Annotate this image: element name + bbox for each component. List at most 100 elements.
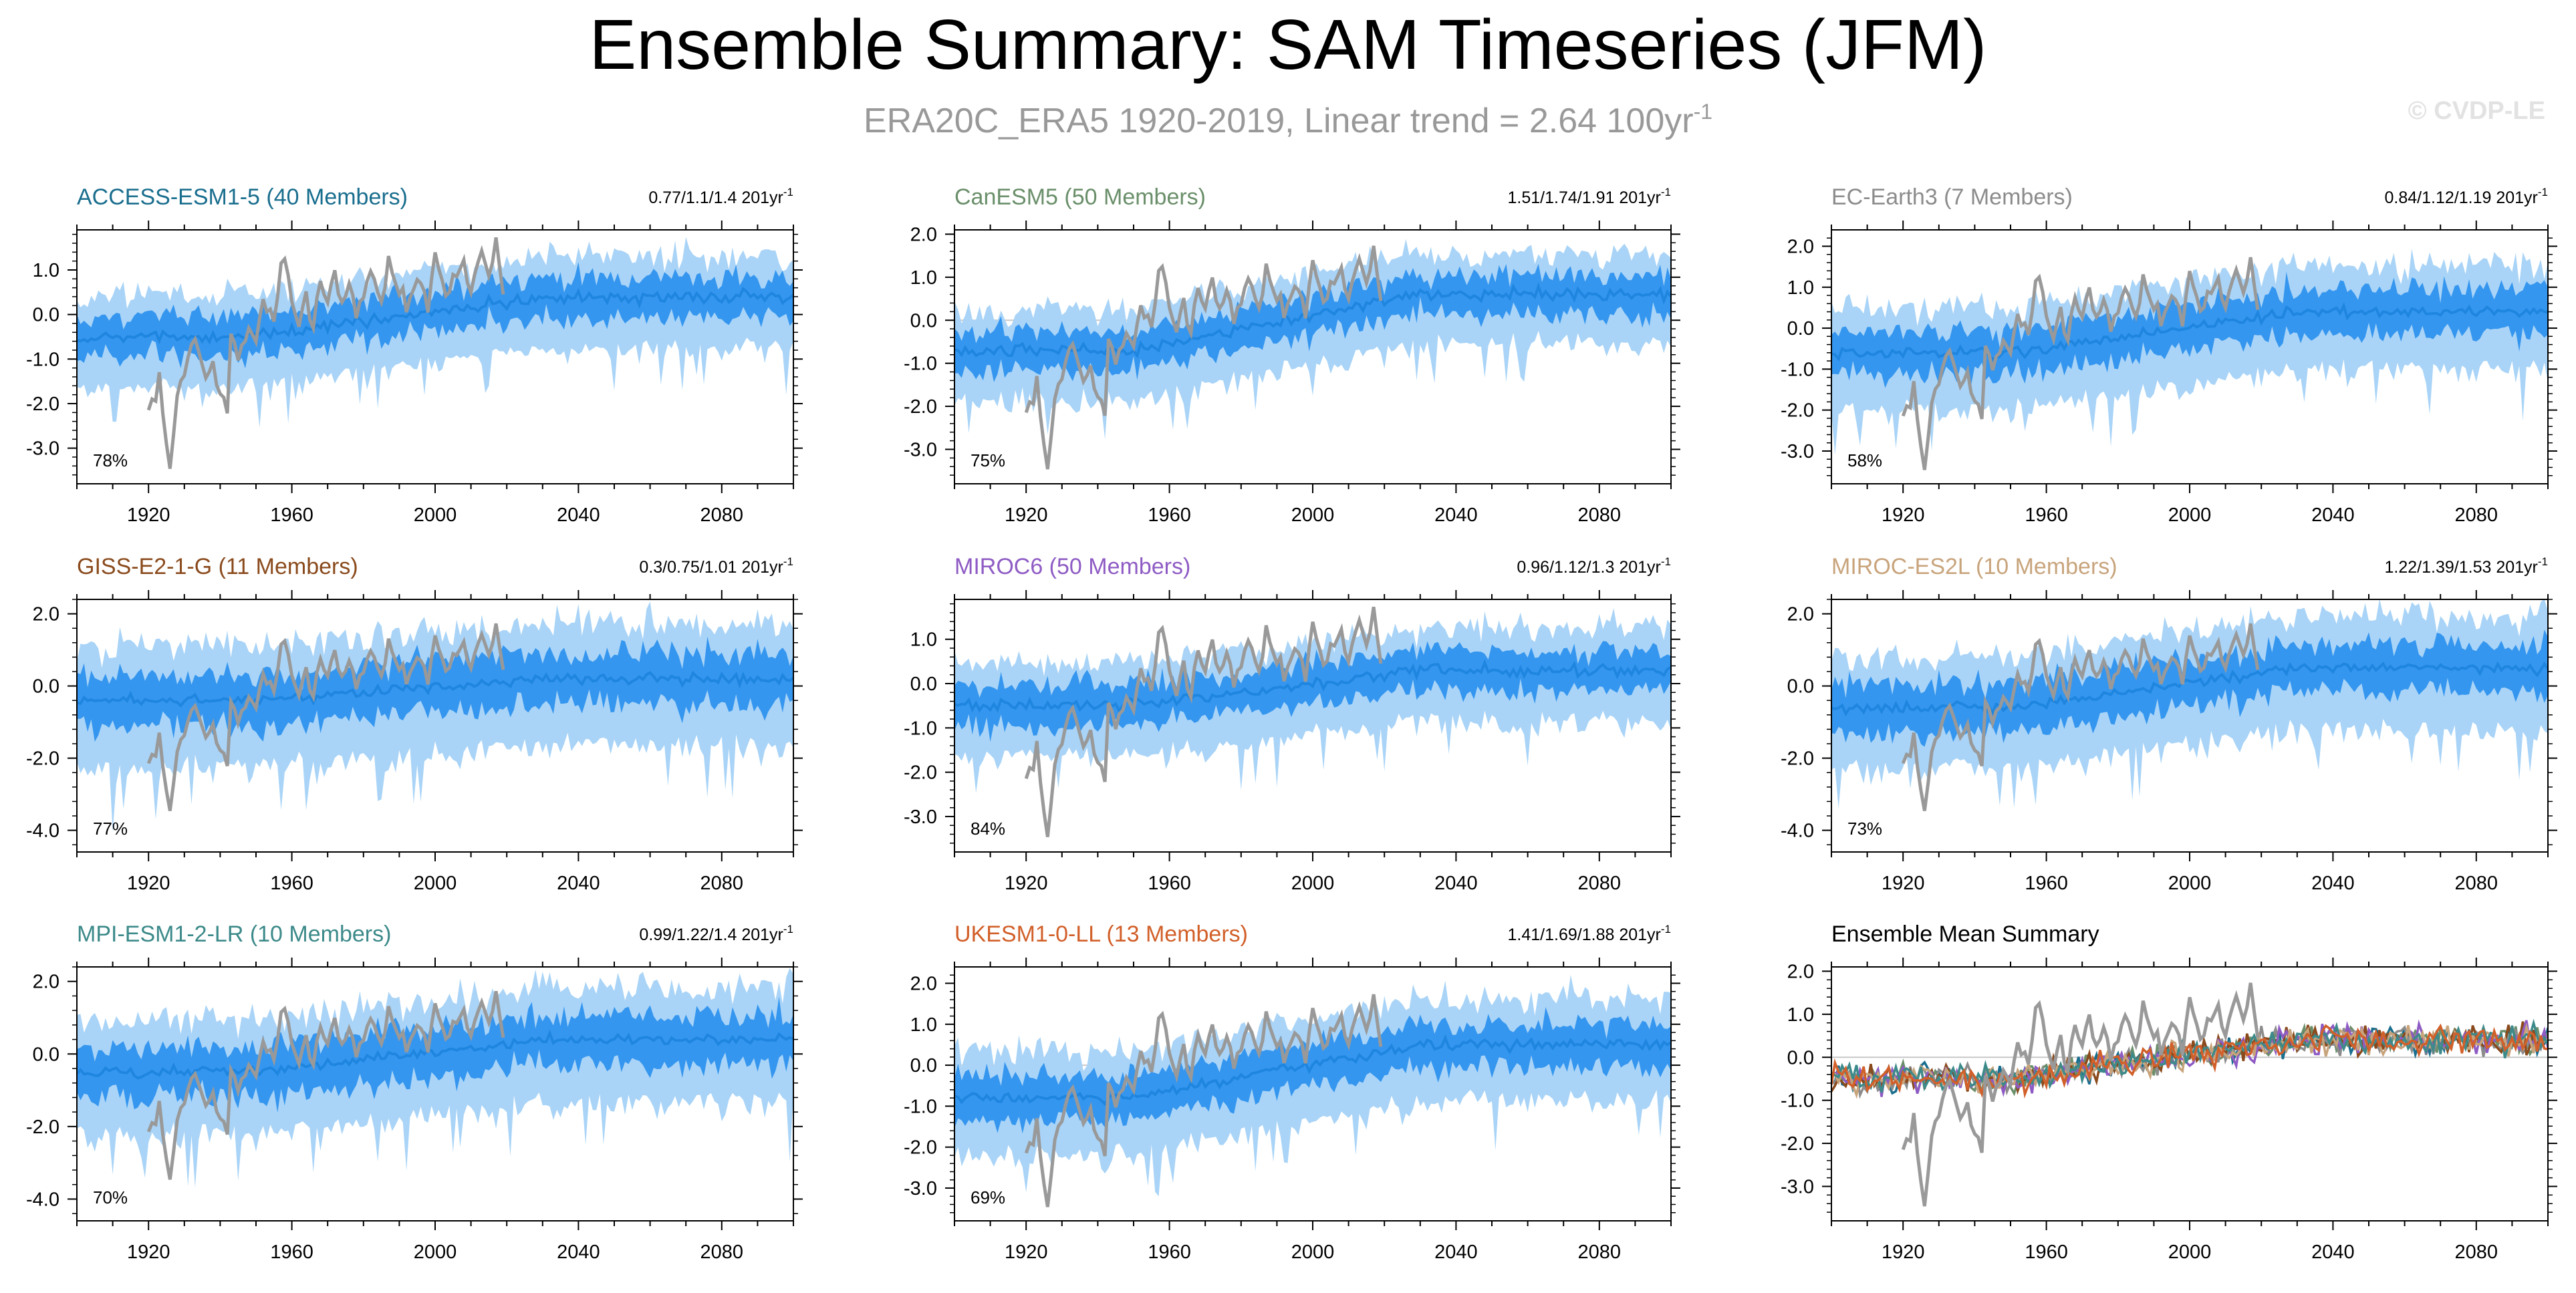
y-tick-label: -2.0 (904, 396, 937, 418)
y-tick-label: -1.0 (904, 353, 937, 375)
panel-trend-label: 0.99/1.22/1.4 201yr-1 (639, 923, 793, 944)
panel-trend-label: 0.77/1.1/1.4 201yr-1 (648, 186, 793, 207)
trend-superscript: -1 (783, 186, 793, 198)
x-tick-label: 2040 (2311, 1242, 2355, 1263)
observation-line (1901, 257, 2260, 470)
y-tick-label: 1.0 (910, 629, 937, 651)
trend-text: 0.96/1.12/1.3 201yr (1517, 558, 1660, 577)
y-tick-label: 1.0 (1787, 1004, 1814, 1026)
trend-superscript: -1 (1661, 186, 1671, 198)
percent-label: 70% (93, 1187, 128, 1207)
y-tick-label: -1.0 (904, 718, 937, 739)
x-tick-label: 1920 (1882, 1242, 1925, 1263)
observation-line (1901, 623, 2260, 811)
x-tick-label: 1920 (1005, 873, 1048, 894)
trend-text: 1.51/1.74/1.91 201yr (1508, 188, 1661, 207)
panel-title: ACCESS-ESM1-5 (40 Members) (77, 184, 408, 210)
x-tick-label: 1960 (1148, 1242, 1191, 1263)
percent-label: 75% (971, 450, 1005, 470)
percent-label: 58% (1847, 450, 1882, 470)
trend-superscript: -1 (783, 555, 793, 568)
panel-title: GISS-E2-1-G (11 Members) (77, 554, 358, 579)
observation-line (146, 237, 505, 469)
x-tick-label: 1960 (1148, 505, 1191, 526)
x-tick-label: 1960 (270, 1242, 313, 1263)
percent-label: 69% (971, 1187, 1005, 1207)
y-tick-label: -2.0 (1781, 1133, 1814, 1155)
y-tick-label: 2.0 (33, 604, 59, 625)
y-tick-label: -3.0 (26, 438, 59, 460)
observation-line (1024, 606, 1383, 837)
x-tick-label: 2040 (1434, 1242, 1478, 1263)
figure-subtitle: ERA20C_ERA5 1920-2019, Linear trend = 2.… (864, 100, 1712, 140)
trend-text: 0.99/1.22/1.4 201yr (639, 925, 783, 944)
y-tick-label: 0.0 (1787, 318, 1814, 339)
y-tick-label: -3.0 (904, 439, 937, 460)
panel-title: MIROC6 (50 Members) (954, 554, 1190, 579)
y-tick-label: -2.0 (26, 394, 59, 415)
x-tick-label: 2040 (2311, 505, 2355, 526)
y-tick-label: 0.0 (33, 1044, 59, 1065)
trend-superscript: -1 (2538, 555, 2548, 568)
y-tick-label: 0.0 (1787, 676, 1814, 698)
x-tick-label: 1920 (127, 505, 170, 526)
plot-area (1831, 982, 2548, 1207)
x-tick-label: 2040 (1434, 873, 1478, 894)
y-tick-label: 1.0 (1787, 277, 1814, 299)
y-tick-label: -2.0 (904, 762, 937, 784)
x-tick-label: 2080 (1578, 873, 1622, 894)
x-tick-label: 2080 (700, 1242, 744, 1263)
y-tick-label: 0.0 (33, 305, 59, 326)
y-tick-label: -1.0 (1781, 1091, 1814, 1112)
x-tick-label: 1960 (270, 505, 313, 526)
y-tick-label: 2.0 (1787, 961, 1814, 982)
x-tick-label: 2080 (700, 505, 744, 526)
panel-title: Ensemble Mean Summary (1831, 921, 2099, 947)
model-mean-line-7 (1831, 1018, 2548, 1093)
y-tick-label: 0.0 (910, 1055, 937, 1076)
y-tick-label: 2.0 (910, 974, 937, 995)
plot-area (954, 239, 1671, 470)
panel-5: MIROC6 (50 Members) 0.96/1.12/1.3 201yr-1… (904, 554, 1680, 894)
observation-line (1024, 245, 1383, 470)
y-tick-label: 1.0 (910, 1014, 937, 1036)
x-tick-label: 2000 (1291, 1242, 1335, 1263)
panel-9: Ensemble Mean Summary 1920 1960 2000 2040 208… (1781, 921, 2557, 1263)
y-tick-label: -4.0 (1781, 821, 1814, 842)
x-tick-label: 1960 (2025, 505, 2068, 526)
trend-superscript: -1 (1661, 555, 1671, 568)
x-tick-label: 2040 (2311, 873, 2355, 894)
y-tick-label: 2.0 (33, 972, 59, 993)
ensemble-mean-line (77, 1029, 793, 1080)
observation-line (146, 990, 505, 1180)
observation-line (1024, 994, 1383, 1207)
x-tick-label: 1960 (1148, 873, 1191, 894)
watermark: © CVDP-LE (2408, 97, 2545, 125)
panel-trend-label: 1.41/1.69/1.88 201yr-1 (1508, 923, 1671, 944)
y-tick-label: -2.0 (26, 1117, 59, 1138)
ensemble-interquartile-band (954, 641, 1671, 742)
y-tick-label: -3.0 (904, 807, 937, 828)
y-tick-label: -1.0 (1781, 359, 1814, 380)
x-tick-label: 2080 (2455, 873, 2498, 894)
y-tick-label: 0.0 (910, 310, 937, 331)
x-tick-label: 1960 (2025, 1242, 2068, 1263)
subtitle-text: ERA20C_ERA5 1920-2019, Linear trend = 2.… (864, 102, 1694, 140)
panel-1: ACCESS-ESM1-5 (40 Members) 0.77/1.1/1.4 2… (26, 184, 803, 526)
ensemble-mean-line (954, 659, 1671, 714)
panel-3: EC-Earth3 (7 Members) 0.84/1.12/1.19 201y… (1781, 184, 2557, 526)
x-tick-label: 2080 (1578, 505, 1622, 526)
x-tick-label: 2000 (414, 1242, 457, 1263)
x-tick-label: 2040 (557, 505, 600, 526)
panel-8: UKESM1-0-LL (13 Members) 1.41/1.69/1.88 2… (904, 921, 1680, 1263)
x-tick-label: 2000 (1291, 873, 1335, 894)
x-tick-label: 2080 (1578, 1242, 1622, 1263)
panel-title: UKESM1-0-LL (13 Members) (954, 921, 1248, 947)
panel-title: CanESM5 (50 Members) (954, 184, 1206, 210)
y-tick-label: 0.0 (33, 676, 59, 698)
y-tick-label: 1.0 (33, 260, 59, 281)
trend-superscript: -1 (1661, 923, 1671, 936)
y-tick-label: 2.0 (1787, 604, 1814, 625)
y-tick-label: -4.0 (26, 1189, 59, 1210)
y-tick-label: -3.0 (1781, 441, 1814, 462)
